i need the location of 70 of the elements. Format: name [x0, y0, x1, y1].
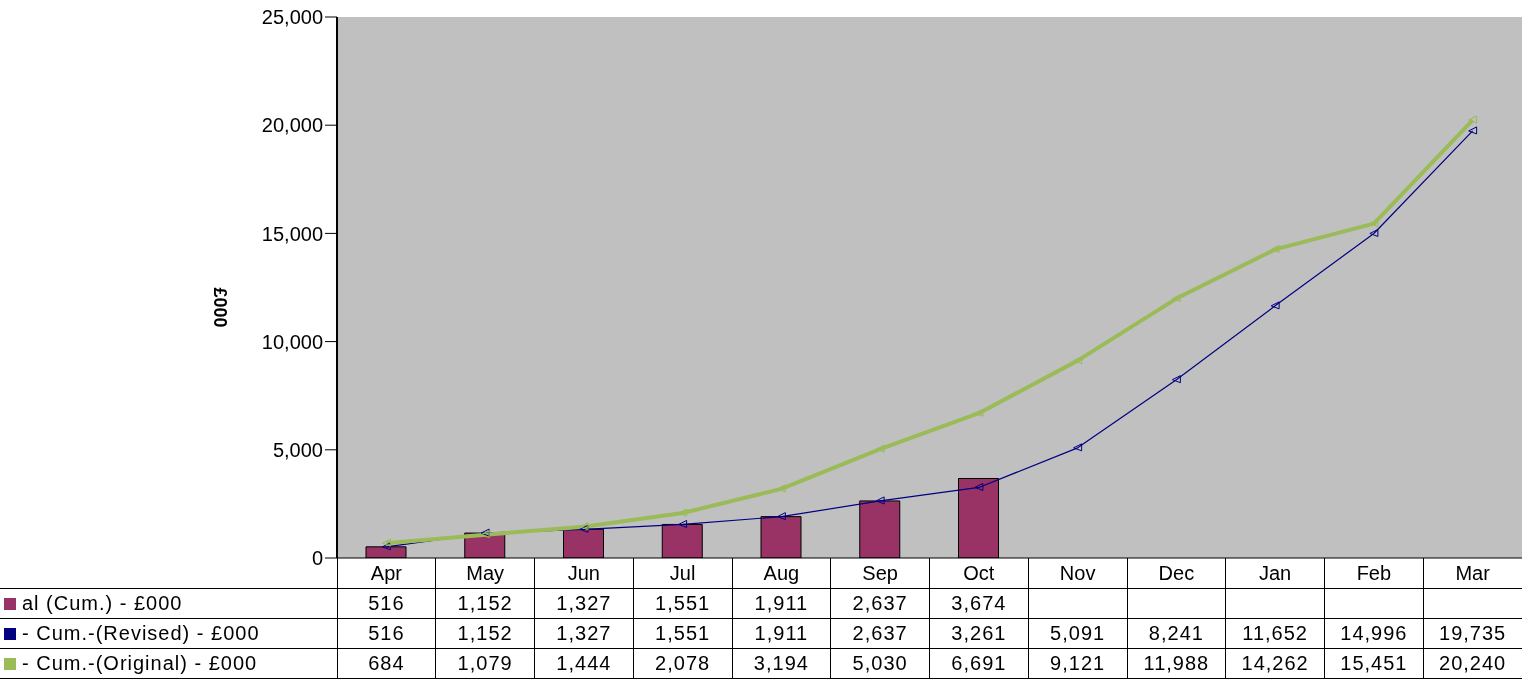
point: [974, 408, 984, 417]
y-axis-title: £000: [209, 287, 230, 328]
point: [875, 444, 885, 453]
point: [1468, 115, 1478, 124]
x-tick-label: Oct: [963, 562, 995, 585]
data-label: 14,262: [1225, 648, 1325, 678]
point: [776, 512, 786, 521]
x-tick-label: Nov: [1059, 562, 1096, 585]
data-label: 1,327: [534, 618, 634, 648]
point: [1171, 294, 1181, 303]
data-label: 5,030: [830, 648, 930, 678]
data-label: 14,996: [1324, 618, 1424, 648]
y-tick-label: 0: [311, 547, 323, 570]
y-tick-label: 5,000: [272, 438, 323, 461]
data-label: 2,637: [830, 588, 930, 618]
point: [1073, 356, 1083, 365]
point: [1468, 126, 1478, 135]
data-label: 11,988: [1127, 648, 1226, 678]
data-label: 19,735: [1423, 618, 1522, 648]
point: [1073, 443, 1083, 452]
data-label: 5,091: [1028, 618, 1127, 648]
x-tick-label: Dec: [1158, 562, 1195, 585]
data-label: 2,637: [830, 618, 930, 648]
point: [381, 542, 391, 551]
data-label: 1,152: [435, 588, 535, 618]
legend-label: al (Cum.) - £000: [0, 588, 337, 618]
data-label: 6,691: [929, 648, 1029, 678]
x-tick-label: Feb: [1356, 562, 1392, 585]
data-label: 1,551: [633, 588, 732, 618]
x-tick-label: Apr: [370, 562, 403, 585]
data-label: 684: [337, 648, 436, 678]
y-tick-label: 15,000: [261, 222, 323, 245]
data-label: 2,078: [633, 648, 732, 678]
data-label: 516: [337, 618, 436, 648]
point: [1270, 244, 1280, 253]
data-label: 1,911: [732, 588, 831, 618]
data-label: 1,444: [534, 648, 634, 678]
point: [1171, 375, 1181, 384]
x-tick-label: Jun: [567, 562, 600, 585]
data-label: 1,079: [435, 648, 535, 678]
point: [974, 482, 984, 491]
x-tick-label: Aug: [763, 562, 800, 585]
data-label: 11,652: [1225, 618, 1325, 648]
x-tick-label: Sep: [862, 562, 898, 585]
legend-label: - Cum.-(Original) - £000: [0, 648, 337, 678]
x-tick-label: Jan: [1259, 562, 1292, 585]
data-label: 15,451: [1324, 648, 1424, 678]
legend-label: - Cum.-(Revised) - £000: [0, 618, 337, 648]
y-tick-label: 25,000: [261, 6, 323, 29]
data-label: 3,674: [929, 588, 1029, 618]
data-label: 1,911: [732, 618, 831, 648]
x-tick-label: Jul: [669, 562, 696, 585]
x-tick-label: May: [466, 562, 505, 585]
point: [381, 538, 391, 547]
data-label: 516: [337, 588, 436, 618]
y-tick-label: 20,000: [261, 114, 323, 137]
data-label: 1,551: [633, 618, 732, 648]
x-tick-label: Mar: [1455, 562, 1491, 585]
data-label: 8,241: [1127, 618, 1226, 648]
y-tick-label: 10,000: [261, 330, 323, 353]
point: [1270, 301, 1280, 310]
point: [678, 519, 688, 528]
point: [1369, 228, 1379, 237]
data-label: 1,327: [534, 588, 634, 618]
data-label: 9,121: [1028, 648, 1127, 678]
data-label: 1,152: [435, 618, 535, 648]
data-label: 20,240: [1423, 648, 1522, 678]
data-label: 3,261: [929, 618, 1029, 648]
data-label: 3,194: [732, 648, 831, 678]
point: [875, 496, 885, 505]
